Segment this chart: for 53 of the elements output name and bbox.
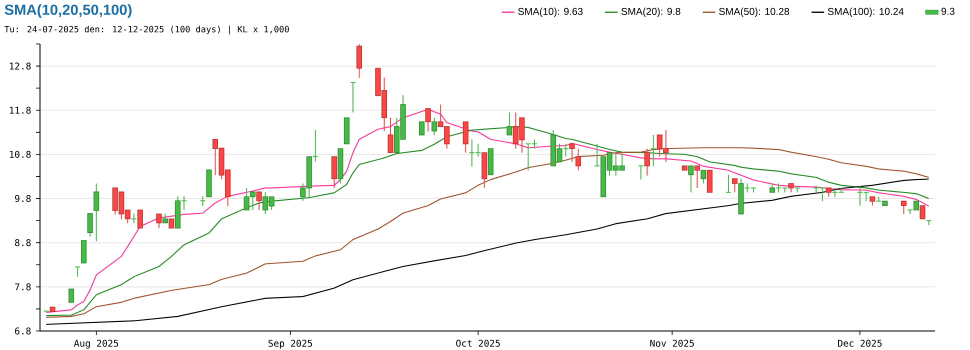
candlestick <box>432 117 438 136</box>
candlestick <box>569 143 575 162</box>
candlestick <box>688 165 694 193</box>
candlestick <box>331 156 337 188</box>
candlestick <box>425 108 431 132</box>
x-tick-label: Nov 2025 <box>650 340 694 347</box>
x-tick-label: Aug 2025 <box>74 340 118 349</box>
chart-subtitle: Tu: 24-07-2025 den: 12-12-2025 (100 days) | KL x 1,000 <box>4 26 289 34</box>
candlestick <box>87 213 93 238</box>
legend-label: SMA(10): 9.63 <box>518 8 583 17</box>
candlestick <box>162 213 168 224</box>
candlestick <box>256 191 262 211</box>
candlestick <box>706 170 712 193</box>
x-tick-label: Sep 2025 <box>268 340 312 349</box>
candlestick <box>168 218 174 229</box>
candlestick <box>725 174 732 193</box>
candlestick <box>74 266 81 278</box>
candlestick <box>644 148 650 176</box>
candlestick <box>156 213 162 229</box>
candlestick <box>94 183 100 242</box>
y-tick-label: 11.8 <box>10 106 31 114</box>
legend-label: SMA(50): 10.28 <box>719 8 790 17</box>
x-tick-label: Dec 2025 <box>838 340 882 347</box>
candlestick <box>137 210 143 229</box>
candlestick <box>200 196 206 207</box>
candlestick <box>900 200 906 214</box>
candlestick <box>388 117 394 154</box>
y-tick-label: 10.8 <box>10 150 31 158</box>
candlestick <box>506 112 512 136</box>
candlestick <box>68 288 74 303</box>
legend-label: SMA(20): 9.8 <box>621 8 680 17</box>
candlestick <box>920 205 926 220</box>
candlestick <box>462 121 468 154</box>
candlestick <box>350 82 356 113</box>
legend-label: 9.3 <box>941 8 954 15</box>
y-tick-label: 6.8 <box>15 327 31 335</box>
y-tick-label: 9.8 <box>15 195 31 202</box>
candlestick <box>694 165 700 188</box>
candlestick <box>638 165 644 180</box>
candlestick <box>700 170 706 184</box>
candlestick <box>130 213 137 224</box>
y-tick-label: 8.8 <box>15 239 31 246</box>
candlestick <box>81 240 87 264</box>
candlestick <box>356 44 362 78</box>
candlestick <box>419 121 425 136</box>
y-tick-label: 12.8 <box>10 62 31 70</box>
candlestick <box>732 178 738 193</box>
chart-title: SMA(10,20,50,100) <box>4 4 132 18</box>
x-tick-label: Oct 2025 <box>456 340 500 347</box>
legend-label: SMA(100): 10.24 <box>828 8 904 17</box>
y-tick-label: 7.8 <box>15 283 31 290</box>
candlestick <box>575 148 582 171</box>
candlestick <box>650 134 656 167</box>
